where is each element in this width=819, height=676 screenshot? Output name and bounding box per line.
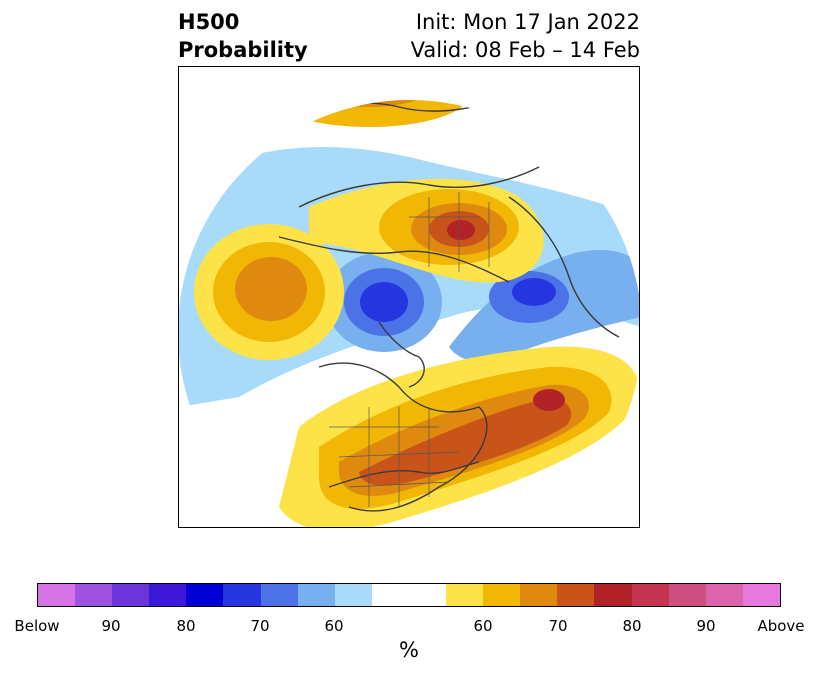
colorbar-swatch-16 [631, 584, 669, 606]
colorbar-swatch-6 [260, 584, 298, 606]
colorbar-swatch-11 [446, 584, 484, 606]
cbar-label-below: Below [14, 617, 60, 635]
colorbar [37, 583, 781, 607]
colorbar-swatch-7 [297, 584, 335, 606]
colorbar-swatch-12 [483, 584, 521, 606]
map-graphic [179, 100, 639, 527]
colorbar-swatch-15 [594, 584, 632, 606]
product-label: Probability [178, 38, 308, 62]
cbar-tick-above-60: 60 [473, 617, 493, 635]
colorbar-swatch-8 [334, 584, 372, 606]
colorbar-swatch-0 [38, 584, 76, 606]
cbar-tick-above-80: 80 [622, 617, 642, 635]
colorbar-swatch-18 [705, 584, 743, 606]
colorbar-swatch-2 [112, 584, 150, 606]
variable-label: H500 [178, 10, 240, 34]
colorbar-swatch-3 [149, 584, 187, 606]
probability-map [178, 66, 640, 528]
cbar-label-above: Above [757, 617, 805, 635]
colorbar-swatch-9 [371, 584, 409, 606]
map-title: H500 Probability [178, 8, 308, 64]
colorbar-swatch-5 [223, 584, 261, 606]
colorbar-swatch-17 [668, 584, 706, 606]
cbar-tick-below-70: 70 [250, 617, 270, 635]
valid-range: Valid: 08 Feb – 14 Feb [410, 38, 640, 62]
date-info: Init: Mon 17 Jan 2022 Valid: 08 Feb – 14… [411, 8, 640, 64]
state-borders [329, 192, 490, 507]
colorbar-swatch-1 [75, 584, 113, 606]
colorbar-swatch-13 [520, 584, 558, 606]
above-anomaly-arctic-europe [269, 100, 469, 127]
colorbar-swatch-10 [408, 584, 447, 606]
cbar-tick-below-90: 90 [101, 617, 121, 635]
cbar-tick-above-70: 70 [548, 617, 568, 635]
cbar-tick-below-80: 80 [176, 617, 196, 635]
anomaly-field [179, 100, 639, 527]
colorbar-unit: % [399, 638, 419, 662]
init-date: Init: Mon 17 Jan 2022 [415, 10, 640, 34]
colorbar-swatch-14 [557, 584, 595, 606]
cbar-tick-above-90: 90 [696, 617, 716, 635]
cbar-tick-below-60: 60 [324, 617, 344, 635]
colorbar-swatch-19 [742, 584, 780, 606]
colorbar-swatch-4 [186, 584, 224, 606]
